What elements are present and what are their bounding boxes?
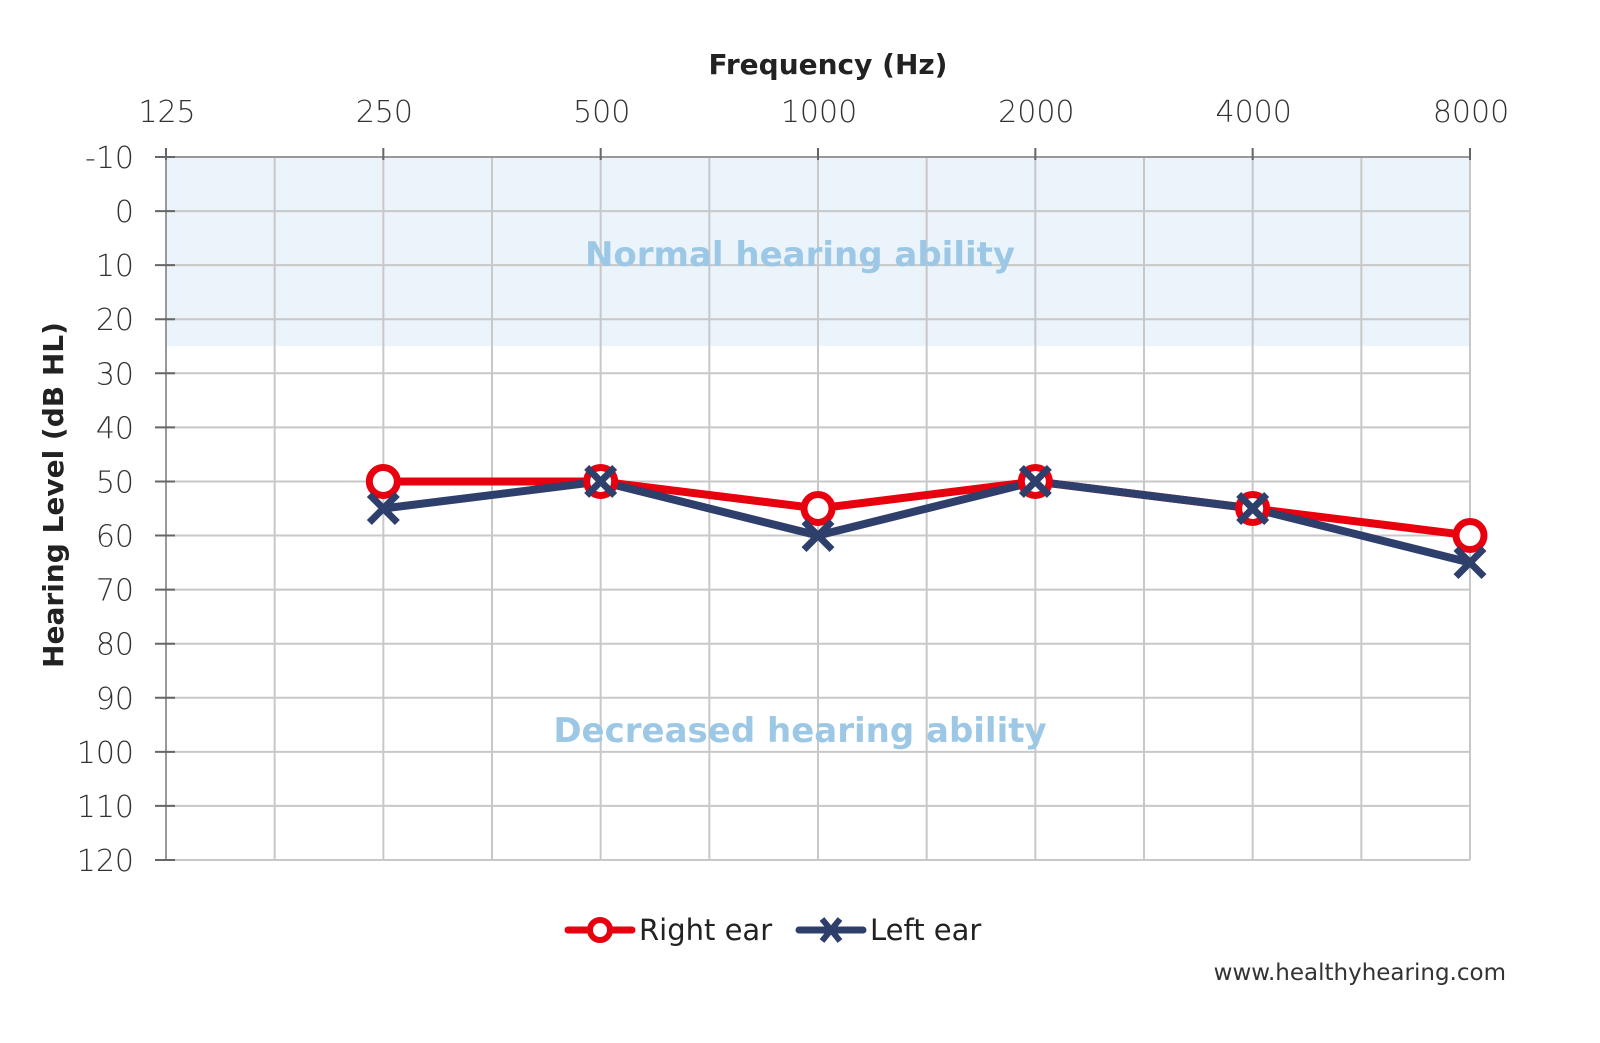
y-tick-label: 20 — [96, 303, 134, 338]
y-tick-label: 100 — [77, 736, 134, 771]
y-tick-label: 40 — [96, 411, 134, 446]
left-ear-point — [1236, 492, 1270, 525]
y-tick-label: -10 — [85, 141, 134, 176]
band-label-normal: Normal hearing ability — [585, 235, 1015, 275]
y-tick-label: 110 — [77, 790, 134, 825]
left-ear-point — [1453, 546, 1487, 580]
y-tick-label: 80 — [96, 628, 134, 663]
y-tick-label: 70 — [96, 574, 134, 609]
x-tick-label: 125 — [138, 95, 195, 130]
left-ear-line — [382, 477, 1471, 567]
legend-left-ear-marker — [819, 917, 843, 943]
right-ear-point — [1452, 518, 1488, 554]
y-tick-label: 0 — [115, 195, 134, 230]
y-tick-label: 30 — [96, 357, 134, 392]
right-ear-point — [800, 491, 836, 526]
x-tick-label: 8000 — [1433, 95, 1509, 130]
y-axis-title: Hearing Level (dB HL) — [37, 322, 70, 668]
credit-link[interactable]: www.healthyhearing.com — [1214, 960, 1506, 986]
x-tick-label: 1000 — [781, 95, 857, 130]
x-tick-label: 4000 — [1215, 95, 1291, 130]
legend-left-ear-label: Left ear — [870, 913, 981, 947]
x-tick-label: 500 — [573, 95, 630, 130]
y-tick-label: 60 — [96, 520, 134, 555]
y-tick-label: 90 — [96, 682, 134, 717]
left-ear-point — [366, 492, 400, 525]
right-ear-point — [365, 463, 401, 499]
x-axis-title: Frequency (Hz) — [709, 48, 948, 81]
y-tick-label: 50 — [96, 465, 134, 500]
x-tick-label: 250 — [356, 95, 413, 130]
left-ear-point — [1018, 464, 1052, 498]
left-ear-point — [801, 519, 835, 553]
left-ear-point — [584, 464, 618, 498]
legend: Right ear Left ear — [564, 913, 981, 947]
x-tick-label: 2000 — [998, 95, 1074, 130]
right-ear-line — [383, 477, 1471, 540]
legend-right-ear-label: Right ear — [639, 913, 772, 947]
legend-right-ear-marker — [587, 917, 613, 943]
band-label-decreased: Decreased hearing ability — [553, 711, 1046, 751]
y-tick-label: 10 — [96, 249, 134, 284]
y-tick-label: 120 — [77, 844, 134, 879]
